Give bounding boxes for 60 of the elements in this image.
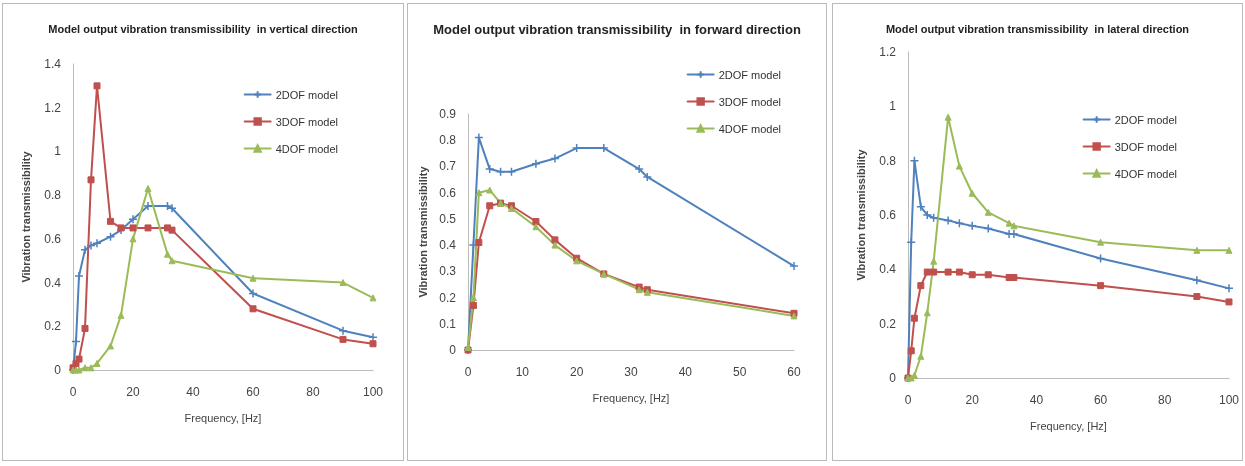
legend-label: 4DOF model (275, 142, 339, 155)
legend-label: 3DOF model (718, 95, 782, 108)
chart-title: Model output vibration transmissibility in vertical direction (48, 22, 358, 35)
y-tick-label: 0.3 (439, 264, 457, 279)
y-axis-title: Vibration transmissibility (19, 150, 32, 283)
y-tick-label: 0.7 (439, 159, 457, 174)
x-axis-title: Frequency, [Hz] (184, 411, 262, 424)
y-tick-label: 0.4 (439, 238, 457, 253)
y-axis-title: Vibration transmissibility (416, 165, 429, 298)
y-tick-label: 0.8 (879, 153, 897, 168)
x-tick-label: 20 (965, 393, 980, 407)
y-tick-label: 0.6 (439, 185, 457, 200)
y-axis-title: Vibration transmissibility (854, 148, 867, 281)
x-tick-label: 30 (624, 365, 638, 379)
y-tick-label: 0.2 (879, 316, 897, 331)
legend-label: 2DOF model (718, 68, 782, 81)
y-tick-label: 0.8 (439, 133, 457, 148)
chart-title: Model output vibration transmissibility in forward direction (433, 22, 801, 37)
y-tick-label: 0.9 (439, 107, 457, 121)
x-tick-label: 100 (1218, 393, 1240, 407)
x-tick-label: 80 (1158, 393, 1172, 407)
y-tick-label: 0.8 (44, 188, 62, 203)
x-tick-label: 20 (569, 365, 584, 379)
legend-label: 2DOF model (1114, 113, 1178, 126)
y-tick-label: 0 (449, 343, 457, 357)
y-tick-label: 0.4 (879, 262, 897, 277)
y-tick-label: 0.4 (44, 275, 62, 290)
x-tick-label: 0 (464, 365, 472, 379)
x-tick-label: 40 (186, 385, 200, 399)
x-tick-label: 10 (515, 365, 530, 379)
legend-label: 4DOF model (718, 122, 782, 135)
x-tick-label: 50 (732, 365, 747, 379)
x-tick-label: 20 (126, 385, 140, 399)
y-tick-label: 0.2 (44, 319, 62, 334)
y-tick-label: 0.1 (439, 316, 457, 331)
y-tick-label: 0.6 (44, 231, 62, 246)
x-tick-label: 60 (1093, 393, 1108, 407)
x-tick-label: 100 (362, 385, 384, 399)
x-tick-label: 40 (1029, 393, 1044, 407)
chart-title: Model output vibration transmissibility in lateral direction (885, 22, 1190, 35)
legend-label: 3DOF model (275, 115, 339, 128)
y-tick-label: 1.2 (879, 45, 897, 59)
y-tick-label: 1 (889, 99, 897, 114)
x-tick-label: 60 (787, 365, 801, 379)
x-tick-label: 0 (69, 385, 77, 399)
y-tick-label: 1 (54, 144, 62, 159)
y-tick-label: 0.2 (439, 290, 457, 305)
x-axis-title: Frequency, [Hz] (592, 391, 670, 404)
x-axis-title: Frequency, [Hz] (1030, 419, 1107, 432)
x-tick-label: 0 (904, 393, 912, 407)
y-tick-label: 1.4 (44, 57, 62, 71)
x-tick-label: 80 (306, 385, 320, 399)
legend-label: 2DOF model (275, 88, 339, 101)
y-tick-label: 1.2 (44, 100, 62, 115)
x-tick-label: 40 (678, 365, 693, 379)
legend-label: 4DOF model (1114, 167, 1178, 180)
x-tick-label: 60 (246, 385, 260, 399)
y-tick-label: 0.6 (879, 208, 897, 222)
y-tick-label: 0.5 (439, 211, 457, 226)
legend-label: 3DOF model (1114, 140, 1178, 153)
